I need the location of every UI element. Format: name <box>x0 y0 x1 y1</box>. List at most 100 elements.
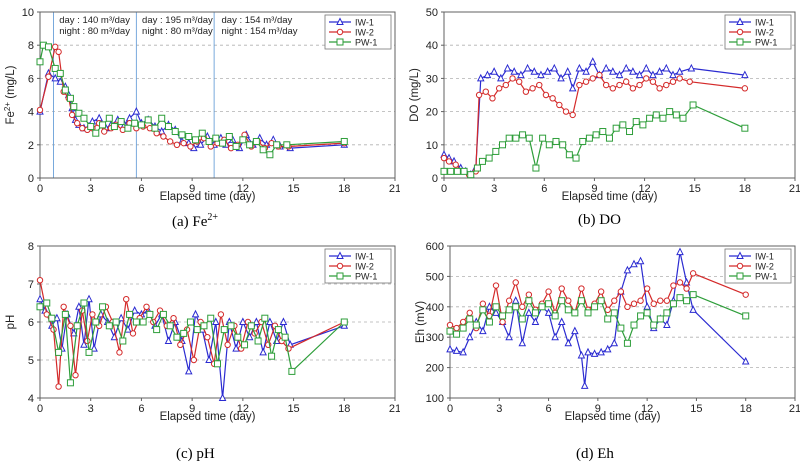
data-point <box>36 277 44 284</box>
data-point <box>517 70 525 79</box>
data-point <box>144 116 152 124</box>
data-point <box>447 167 455 175</box>
data-point <box>61 86 69 94</box>
legend-label: IW-1 <box>355 18 374 28</box>
data-point <box>689 291 697 299</box>
data-point <box>190 356 198 364</box>
x-tick-label: 12 <box>237 403 249 415</box>
data-point <box>590 349 599 357</box>
y-tick-label: 300 <box>426 332 444 344</box>
legend-marker <box>336 38 344 46</box>
data-point <box>164 336 173 344</box>
y-tick-label: 20 <box>426 107 438 119</box>
series-line <box>39 45 345 149</box>
data-point <box>139 318 147 326</box>
data-point <box>576 81 583 89</box>
data-point <box>479 300 487 307</box>
legend: IW-1IW-2PW-1 <box>324 14 392 50</box>
data-point <box>564 306 572 314</box>
data-point <box>472 321 480 329</box>
data-point <box>637 297 644 304</box>
data-point <box>123 295 130 303</box>
data-point <box>489 95 496 102</box>
legend-marker <box>336 28 344 36</box>
data-point <box>266 151 274 159</box>
data-point <box>75 109 83 117</box>
legend-label: IW-2 <box>755 28 774 38</box>
data-point <box>85 294 93 303</box>
data-point <box>99 303 107 311</box>
data-point <box>626 128 634 136</box>
data-point <box>615 70 624 79</box>
data-point <box>657 297 664 304</box>
data-point <box>85 348 93 356</box>
data-point <box>158 114 166 122</box>
data-point <box>492 282 500 289</box>
data-point <box>95 113 103 122</box>
data-point <box>686 78 693 85</box>
data-point <box>742 291 749 298</box>
data-point <box>689 270 697 277</box>
data-point <box>72 372 79 379</box>
data-point <box>446 327 454 335</box>
data-point <box>689 101 697 109</box>
data-point <box>558 297 566 305</box>
data-point <box>577 350 586 359</box>
y-tick-label: 50 <box>426 7 438 19</box>
data-point <box>56 69 64 77</box>
series-pw-1 <box>36 41 348 159</box>
data-point <box>234 333 242 341</box>
data-point <box>639 121 647 129</box>
data-point <box>623 339 631 347</box>
data-point <box>683 285 690 292</box>
data-point <box>682 277 691 286</box>
data-point <box>73 120 81 127</box>
data-point <box>191 309 200 318</box>
data-point <box>466 309 473 317</box>
data-point <box>505 306 513 314</box>
data-point <box>446 321 454 329</box>
data-point <box>225 133 233 140</box>
data-point <box>279 317 288 325</box>
data-point <box>87 123 95 131</box>
data-point <box>36 294 44 303</box>
data-point <box>283 141 291 149</box>
data-point <box>544 308 553 316</box>
chart-panel-do: 0 3 6 9 12 15 18 21 0 10 20 30 40 50 Elapsed time (day… <box>400 0 800 234</box>
data-point <box>610 309 618 317</box>
data-point <box>218 393 227 401</box>
data-point <box>551 332 559 341</box>
y-tick-label: 4 <box>28 393 34 405</box>
fe-chart: 0 3 6 9 12 15 18 21 0 2 4 6 8 10 Elapsed time (day) Fe2… <box>3 7 401 203</box>
legend-label: PW-1 <box>355 272 377 282</box>
data-point <box>479 306 487 314</box>
data-point <box>519 303 526 311</box>
data-point <box>80 340 88 348</box>
y-tick-label: 7 <box>28 279 34 291</box>
data-point <box>478 157 486 165</box>
data-point <box>609 67 617 75</box>
data-point <box>602 63 610 72</box>
data-point <box>159 310 167 318</box>
data-point <box>153 326 161 334</box>
data-point <box>92 129 100 137</box>
data-point <box>741 124 749 132</box>
legend-label: PW-1 <box>355 38 377 48</box>
x-tick-label: 0 <box>447 403 453 415</box>
data-point <box>105 114 113 122</box>
x-tick-label: 21 <box>389 183 400 195</box>
data-point <box>89 311 96 318</box>
data-point <box>92 318 100 326</box>
data-point <box>171 128 179 136</box>
data-point <box>569 111 576 119</box>
data-point <box>453 330 461 338</box>
data-point <box>516 78 523 85</box>
y-tick-label: 10 <box>22 7 34 19</box>
data-point <box>604 315 612 323</box>
data-point <box>36 303 44 311</box>
data-point <box>178 131 186 139</box>
data-point <box>219 139 227 147</box>
data-point <box>129 330 137 337</box>
data-point <box>571 309 579 317</box>
data-point <box>741 70 749 79</box>
